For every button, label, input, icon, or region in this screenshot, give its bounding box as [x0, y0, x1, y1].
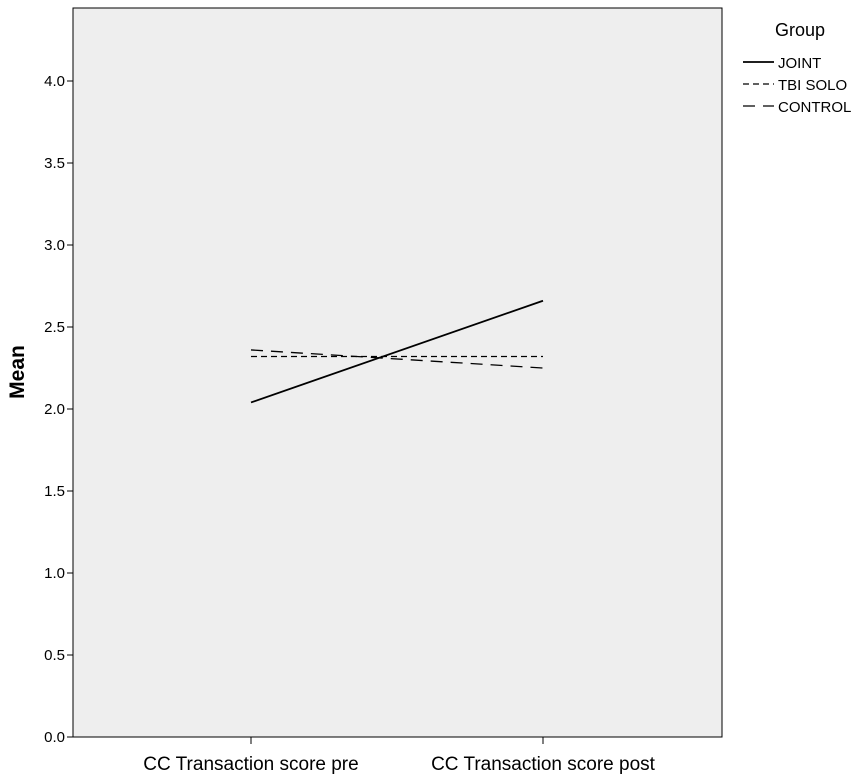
- series-line-control: [250, 349, 544, 369]
- y-tick-label: 2.5: [44, 319, 65, 336]
- y-tick-label: 1.5: [44, 483, 65, 500]
- y-tick-label: 0.0: [44, 729, 65, 746]
- plot-area: [72, 7, 723, 738]
- series-lines: [250, 299, 544, 404]
- x-axis: CC Transaction score pre CC Transaction s…: [143, 737, 656, 775]
- y-tick-label: 0.5: [44, 647, 65, 664]
- legend-title: Group: [775, 20, 825, 40]
- y-tick-label: 3.5: [44, 155, 65, 172]
- legend: Group JOINT TBI SOLO CONTROL: [743, 20, 851, 116]
- y-tick-label: 4.0: [44, 73, 65, 90]
- legend-label: JOINT: [778, 55, 821, 72]
- legend-label: CONTROL: [778, 99, 851, 116]
- y-tick-label: 1.0: [44, 565, 65, 582]
- y-axis-title: Mean: [6, 345, 29, 399]
- y-tick-label: 2.0: [44, 401, 65, 418]
- x-tick-label: CC Transaction score pre: [143, 754, 358, 775]
- legend-label: TBI SOLO: [778, 77, 847, 94]
- y-tick-label: 3.0: [44, 237, 65, 254]
- series-line-joint: [250, 299, 544, 404]
- y-axis: 0.0 0.5 1.0 1.5 2.0 2.5 3.0 3.5 4.0: [44, 73, 73, 746]
- x-tick-label: CC Transaction score post: [431, 754, 656, 775]
